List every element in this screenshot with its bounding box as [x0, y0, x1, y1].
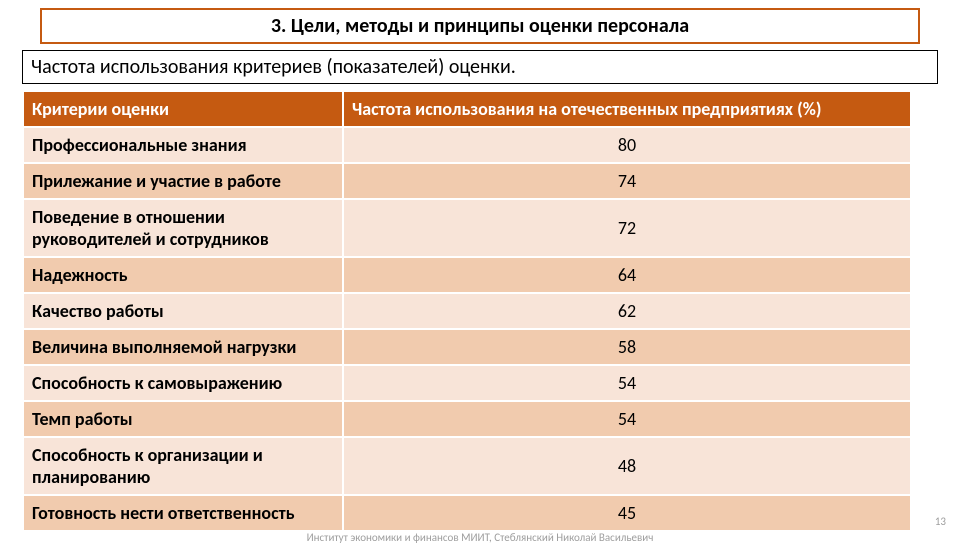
- table-row: Готовность нести ответственность 45: [23, 495, 911, 531]
- criterion-cell: Поведение в отношении руководителей и со…: [23, 199, 343, 257]
- criterion-cell: Качество работы: [23, 293, 343, 329]
- col-header-frequency: Частота использования на отечественных п…: [343, 91, 911, 127]
- value-cell: 54: [343, 365, 911, 401]
- value-cell: 74: [343, 163, 911, 199]
- footer-text: Институт экономики и финансов МИИТ, Стеб…: [0, 531, 960, 544]
- criterion-cell: Способность к самовыражению: [23, 365, 343, 401]
- table-header-row: Критерии оценки Частота использования на…: [23, 91, 911, 127]
- value-cell: 72: [343, 199, 911, 257]
- criterion-cell: Прилежание и участие в работе: [23, 163, 343, 199]
- value-cell: 62: [343, 293, 911, 329]
- criterion-cell: Профессиональные знания: [23, 127, 343, 163]
- value-cell: 64: [343, 257, 911, 293]
- slide-title: 3. Цели, методы и принципы оценки персон…: [40, 8, 920, 44]
- table-row: Способность к организации и планированию…: [23, 437, 911, 495]
- col-header-criterion: Критерии оценки: [23, 91, 343, 127]
- table-row: Качество работы 62: [23, 293, 911, 329]
- value-cell: 54: [343, 401, 911, 437]
- table-row: Величина выполняемой нагрузки 58: [23, 329, 911, 365]
- criterion-cell: Величина выполняемой нагрузки: [23, 329, 343, 365]
- criterion-cell: Способность к организации и планированию: [23, 437, 343, 495]
- table-row: Темп работы 54: [23, 401, 911, 437]
- criterion-cell: Готовность нести ответственность: [23, 495, 343, 531]
- value-cell: 58: [343, 329, 911, 365]
- criterion-cell: Темп работы: [23, 401, 343, 437]
- value-cell: 80: [343, 127, 911, 163]
- value-cell: 45: [343, 495, 911, 531]
- table-row: Надежность 64: [23, 257, 911, 293]
- table-row: Поведение в отношении руководителей и со…: [23, 199, 911, 257]
- page-number: 13: [935, 515, 946, 528]
- table-row: Способность к самовыражению 54: [23, 365, 911, 401]
- table-row: Профессиональные знания 80: [23, 127, 911, 163]
- slide-subtitle: Частота использования критериев (показат…: [22, 50, 938, 84]
- criteria-table: Критерии оценки Частота использования на…: [22, 90, 912, 532]
- table-row: Прилежание и участие в работе 74: [23, 163, 911, 199]
- criterion-cell: Надежность: [23, 257, 343, 293]
- value-cell: 48: [343, 437, 911, 495]
